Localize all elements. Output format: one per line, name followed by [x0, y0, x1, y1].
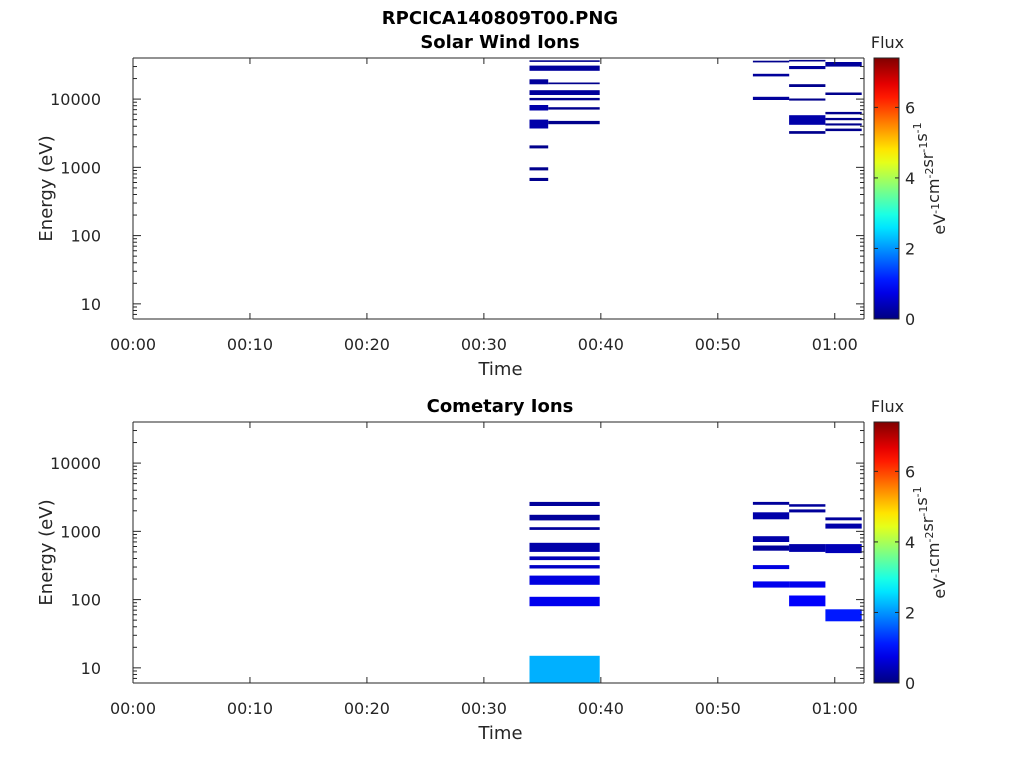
panel-title: Solar Wind Ions — [420, 32, 579, 53]
x-tick-label: 00:00 — [110, 699, 156, 718]
heatmap-cell — [529, 556, 600, 561]
heatmap-cell — [825, 123, 862, 126]
heatmap-cell — [789, 84, 826, 87]
x-tick-label: 00:20 — [344, 699, 390, 718]
heatmap-cell — [529, 527, 600, 530]
x-tick-label: 00:10 — [227, 699, 273, 718]
heatmap-cell — [529, 575, 600, 585]
x-tick-label: 00:40 — [578, 699, 624, 718]
heatmap-cell — [789, 115, 826, 125]
heatmap-cell — [529, 60, 600, 62]
colorbar-tick-label: 2 — [905, 239, 915, 258]
y-axis-label: Energy (eV) — [36, 135, 57, 241]
colorbar-tick-label: 6 — [905, 462, 915, 481]
colorbar-title: Flux — [871, 33, 904, 52]
heatmap-cell — [529, 596, 600, 607]
heatmap-cell — [529, 177, 549, 181]
heatmap-cell — [529, 119, 549, 129]
heatmap-cell — [825, 609, 862, 622]
heatmap-cell — [529, 145, 549, 149]
heatmap-cell — [529, 565, 600, 569]
heatmap-cell — [548, 107, 600, 110]
y-tick-label: 10000 — [50, 90, 101, 109]
solar-wind-panel: Solar Wind Ions 00:00 00:10 00:20 00:30 00:40… — [36, 32, 949, 380]
heatmap-cell — [825, 128, 862, 132]
y-tick-label: 1000 — [60, 522, 101, 541]
heatmap-cell — [752, 536, 790, 542]
colorbar-tick-label: 4 — [905, 533, 915, 552]
colorbar-tick-label: 6 — [905, 98, 915, 117]
heatmap-cell — [789, 504, 826, 507]
x-tick-label: 01:00 — [812, 699, 858, 718]
x-tick-label: 00:40 — [578, 335, 624, 354]
y-tick-label: 10000 — [50, 454, 101, 473]
heatmap-cell — [825, 111, 862, 115]
y-axis-label: Energy (eV) — [36, 499, 57, 605]
x-axis-label: Time — [477, 723, 522, 744]
heatmap-cell — [752, 73, 790, 77]
heatmap-cell — [789, 59, 826, 62]
panel-title: Cometary Ions — [427, 396, 574, 417]
heatmap-cell — [789, 509, 826, 513]
heatmap-cell — [752, 96, 790, 100]
x-tick-label: 00:30 — [461, 335, 507, 354]
heatmap-cell — [548, 82, 600, 85]
heatmap-cell — [529, 65, 600, 71]
heatmap-cell — [789, 581, 826, 588]
heatmap-cell — [789, 66, 826, 70]
x-axis-label: Time — [477, 359, 522, 380]
heatmap-cell — [752, 581, 790, 588]
heatmap-cell — [789, 595, 826, 607]
colorbar-tick-label: 2 — [905, 603, 915, 622]
heatmap-cell — [529, 105, 549, 111]
y-tick-label: 10 — [81, 295, 101, 314]
x-tick-label: 00:30 — [461, 699, 507, 718]
heatmap-cell — [529, 90, 600, 95]
heatmap-cell — [825, 117, 862, 121]
heatmap-cell — [789, 98, 826, 101]
heatmap-cell — [825, 544, 862, 554]
y-tick-label: 10 — [81, 659, 101, 678]
colorbar-label: eV-1cm-2sr-1s-1 — [911, 122, 949, 234]
heatmap-cell — [529, 655, 600, 683]
heatmap-cell — [752, 565, 790, 570]
x-tick-label: 00:00 — [110, 335, 156, 354]
heatmap-cell — [752, 512, 790, 520]
heatmap-cell — [752, 545, 790, 551]
heatmap-cell — [529, 514, 600, 521]
y-tick-label: 1000 — [60, 158, 101, 177]
colorbar-tick-label: 4 — [905, 169, 915, 188]
y-tick-label: 100 — [70, 227, 101, 246]
heatmap-cell — [529, 167, 549, 171]
heatmap-cell — [825, 517, 862, 521]
heatmap-cell — [789, 131, 826, 134]
x-tick-label: 00:10 — [227, 335, 273, 354]
colorbar — [873, 421, 900, 684]
colorbar-tick-label: 0 — [905, 310, 915, 329]
heatmap-cell — [752, 501, 790, 505]
figure-title: RPCICA140809T00.PNG — [382, 8, 618, 29]
heatmap-cell — [529, 542, 600, 552]
x-tick-label: 00:50 — [695, 335, 741, 354]
y-tick-label: 100 — [70, 591, 101, 610]
heatmap-cell — [752, 60, 790, 63]
heatmap-cell — [529, 79, 549, 85]
colorbar-label: eV-1cm-2sr-1s-1 — [911, 486, 949, 598]
heatmap-cell — [789, 544, 826, 552]
colorbar — [873, 57, 900, 320]
heatmap-cell — [529, 501, 600, 506]
heatmap-cell — [825, 92, 862, 95]
x-tick-label: 00:20 — [344, 335, 390, 354]
colorbar-tick-label: 0 — [905, 674, 915, 693]
heatmap-cell — [825, 62, 862, 67]
colorbar-title: Flux — [871, 397, 904, 416]
heatmap-cell — [825, 523, 862, 529]
heatmap-cell — [529, 97, 600, 101]
x-tick-label: 01:00 — [812, 335, 858, 354]
heatmap-cell — [548, 120, 600, 125]
x-tick-label: 00:50 — [695, 699, 741, 718]
